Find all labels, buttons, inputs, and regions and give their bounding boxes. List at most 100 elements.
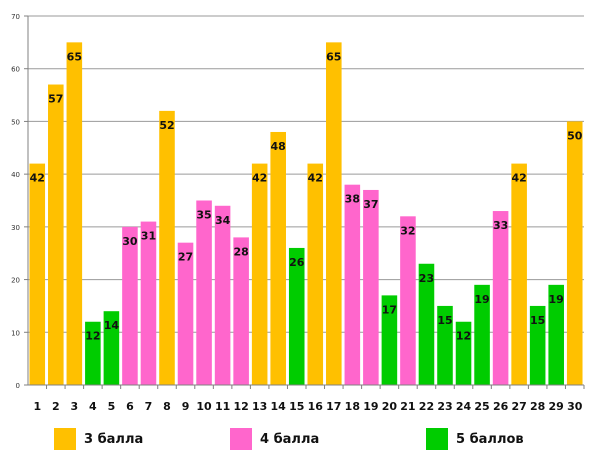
x-tick-label: 27: [511, 400, 526, 413]
data-label: 42: [511, 172, 526, 185]
bar: [566, 121, 583, 385]
x-tick-label: 6: [126, 400, 134, 413]
bar: [288, 247, 305, 385]
data-label: 35: [196, 209, 211, 222]
bar: [159, 110, 175, 385]
bar: [251, 163, 268, 385]
bar: [363, 189, 379, 385]
legend-swatch-4: [230, 428, 252, 450]
x-tick-label: 15: [289, 400, 304, 413]
data-label: 34: [215, 214, 231, 227]
y-tick-label: 10: [11, 329, 20, 337]
data-label: 27: [178, 251, 193, 264]
bar: [233, 237, 249, 385]
bar: [307, 163, 324, 385]
bar: [48, 84, 64, 386]
bar: [214, 205, 231, 385]
data-label: 17: [382, 303, 397, 316]
data-label: 57: [48, 93, 63, 106]
x-tick-label: 19: [363, 400, 378, 413]
x-tick-label: 21: [400, 400, 415, 413]
x-tick-label: 10: [196, 400, 212, 413]
x-tick-label: 25: [474, 400, 489, 413]
legend-label-5: 5 баллов: [456, 431, 524, 447]
x-tick-label: 28: [530, 400, 545, 413]
x-tick-label: 7: [145, 400, 153, 413]
x-tick-label: 9: [182, 400, 190, 413]
bar: [103, 311, 120, 385]
data-label: 12: [456, 330, 471, 343]
x-tick-label: 14: [271, 400, 287, 413]
data-label: 42: [252, 172, 267, 185]
bar: [400, 216, 416, 385]
legend-swatch-5: [426, 428, 448, 450]
x-tick-label: 23: [437, 400, 452, 413]
bar: [381, 295, 398, 385]
legend-swatch-3: [54, 428, 76, 450]
data-label: 48: [271, 140, 286, 153]
x-tick-label: 18: [345, 400, 360, 413]
data-label: 42: [30, 172, 45, 185]
bar: [270, 131, 286, 385]
data-label: 12: [85, 330, 100, 343]
x-tick-label: 11: [215, 400, 230, 413]
data-label: 26: [289, 256, 305, 269]
x-tick-label: 16: [308, 400, 324, 413]
y-tick-label: 0: [16, 382, 20, 390]
data-label: 19: [474, 293, 489, 306]
x-tick-label: 3: [71, 400, 79, 413]
data-label: 65: [326, 50, 341, 63]
x-tick-label: 26: [493, 400, 509, 413]
bar: [140, 221, 157, 385]
data-labels: 42 57 65 12 14 30 31 52 27 35 34 28 42 48 26 42 65 38 37 17…: [30, 50, 583, 342]
y-tick-label: 20: [11, 277, 20, 285]
bar: [437, 305, 453, 385]
x-tick-label: 12: [233, 400, 248, 413]
bar: [344, 184, 361, 385]
bar: [326, 42, 342, 385]
data-label: 14: [104, 319, 120, 332]
bars: [29, 42, 583, 386]
data-label: 31: [141, 230, 156, 243]
legend-item-5: 5 баллов: [426, 428, 524, 450]
bar: [455, 321, 472, 385]
x-tick-label: 5: [108, 400, 116, 413]
legend-item-3: 3 балла: [54, 428, 143, 450]
x-tick-label: 24: [456, 400, 472, 413]
legend-item-4: 4 балла: [230, 428, 319, 450]
bar: [29, 163, 46, 385]
bar: [196, 200, 212, 385]
gridlines: [28, 15, 584, 333]
bar: [548, 284, 564, 385]
y-tick-label: 40: [11, 171, 20, 179]
data-label: 30: [122, 235, 138, 248]
data-label: 50: [567, 129, 583, 142]
bar: [66, 42, 83, 385]
bar: [122, 226, 138, 385]
y-tick-label: 70: [11, 13, 20, 21]
legend-label-4: 4 балла: [260, 431, 320, 447]
legend-label-3: 3 балла: [84, 431, 144, 447]
x-tick-label: 13: [252, 400, 267, 413]
x-tick-label: 30: [567, 400, 583, 413]
data-label: 65: [67, 50, 82, 63]
data-label: 28: [233, 245, 248, 258]
data-label: 15: [437, 314, 452, 327]
data-label: 19: [549, 293, 564, 306]
bar: [511, 163, 527, 385]
bar: [474, 284, 490, 385]
data-label: 33: [493, 219, 508, 232]
data-label: 42: [308, 172, 323, 185]
bar: [177, 242, 194, 385]
y-tick-label: 30: [11, 224, 20, 232]
y-tick-label: 50: [11, 118, 20, 126]
x-tick-label: 20: [382, 400, 398, 413]
x-tick-label: 22: [419, 400, 434, 413]
bar: [85, 321, 101, 385]
x-tick-label: 17: [326, 400, 341, 413]
data-label: 38: [345, 193, 360, 206]
x-tick-label: 2: [52, 400, 60, 413]
bar: [492, 211, 509, 385]
